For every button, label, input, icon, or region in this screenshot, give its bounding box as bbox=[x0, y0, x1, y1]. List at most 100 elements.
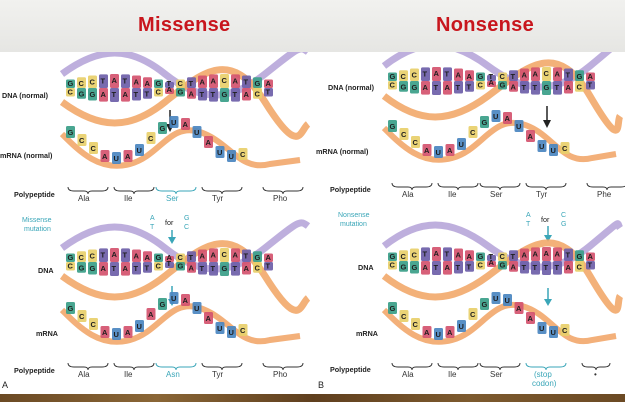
base-pair-1-bottom-letter: G bbox=[401, 263, 407, 272]
base-pair-4-top-letter: A bbox=[112, 76, 118, 85]
codon-brace bbox=[391, 362, 433, 371]
mrna-base-7-block bbox=[468, 308, 478, 320]
base-pair-12-bottom-block bbox=[520, 81, 529, 94]
amino-acid-3: Tyr bbox=[212, 194, 223, 203]
title-bar: Missense Nonsense bbox=[0, 0, 625, 52]
mrna-base-13-letter: U bbox=[539, 142, 544, 151]
missense-title: Missense bbox=[138, 14, 231, 36]
amino-acid-0: Ala bbox=[78, 194, 90, 203]
mrna-base-5-block bbox=[445, 326, 455, 338]
arrow-down-icon-r bbox=[544, 235, 552, 242]
base-pair-0-bottom-letter: C bbox=[390, 260, 396, 269]
base-pair-17-top-block bbox=[575, 70, 584, 81]
base-pair-11-bottom-letter: A bbox=[189, 90, 195, 99]
base-pair-11-top-block bbox=[187, 251, 196, 262]
base-pair-13-bottom-block bbox=[209, 262, 218, 276]
codon-brace bbox=[437, 182, 479, 191]
base-pair-6-bottom-letter: T bbox=[134, 90, 139, 99]
base-pair-4-bottom-block bbox=[432, 261, 441, 275]
mrna-base-11-block bbox=[514, 120, 524, 132]
terminated-dot: • bbox=[594, 370, 597, 379]
base-pair-3-bottom-block bbox=[99, 88, 108, 102]
base-pair-13-bottom-block bbox=[209, 88, 218, 102]
base-pair-11-top-block bbox=[509, 70, 518, 81]
base-pair-17-bottom-letter: C bbox=[255, 90, 261, 99]
mrna-base-4-block bbox=[112, 152, 121, 164]
base-pair-6-top-block bbox=[132, 249, 141, 262]
mrna-base-6-block bbox=[457, 138, 466, 150]
change-from-bottom-r: T bbox=[526, 221, 531, 228]
base-pair-3-bottom-letter: A bbox=[101, 264, 107, 273]
base-pair-3-bottom-letter: A bbox=[101, 90, 107, 99]
base-pair-9-top-letter: T bbox=[489, 72, 494, 81]
polypeptide-label-2: Polypeptide bbox=[14, 366, 55, 375]
bottom-border bbox=[0, 394, 625, 402]
mrna-base-6-letter: U bbox=[459, 322, 464, 331]
base-pair-11-bottom-letter: A bbox=[511, 83, 517, 92]
base-pair-11-bottom-letter: A bbox=[511, 263, 517, 272]
base-pair-6-bottom-block bbox=[132, 88, 141, 101]
base-pair-17-top-letter: G bbox=[577, 72, 583, 81]
base-pair-12-top-block bbox=[520, 248, 529, 261]
mrna-base-2-block bbox=[89, 318, 98, 330]
panel-a-letter: A bbox=[2, 380, 8, 390]
base-pair-3-top-block bbox=[99, 74, 108, 88]
base-pair-4-bottom-block bbox=[110, 88, 119, 102]
mrna-base-9-letter: U bbox=[171, 294, 176, 303]
base-pair-14-bottom-letter: G bbox=[222, 264, 228, 273]
base-pair-4-bottom-letter: T bbox=[112, 90, 117, 99]
mrna-base-12-block bbox=[526, 312, 535, 324]
base-pair-4-top-block bbox=[110, 74, 119, 88]
base-pair-9-top-block bbox=[165, 256, 174, 262]
base-pair-12-bottom-letter: T bbox=[522, 83, 527, 92]
dna-normal-label-r: DNA (normal) bbox=[328, 83, 375, 92]
base-pair-15-top-letter: A bbox=[233, 250, 239, 259]
base-pair-2-top-letter: C bbox=[412, 71, 418, 80]
change-to-bottom: C bbox=[184, 224, 189, 231]
base-pair-3-bottom-block bbox=[99, 262, 108, 276]
base-pair-0-bottom-letter: C bbox=[390, 80, 396, 89]
mrna-base-3-block bbox=[422, 144, 432, 156]
mrna-base-0-block bbox=[66, 302, 75, 314]
base-pair-9-top-block bbox=[165, 82, 174, 88]
amino-acid-4: Pho bbox=[273, 194, 288, 203]
base-pair-18-bottom-letter: T bbox=[266, 261, 271, 270]
base-pair-15-bottom-letter: T bbox=[555, 83, 560, 92]
amino-acid-4: Pho bbox=[273, 370, 288, 379]
amino-acid-2: Ser bbox=[166, 194, 179, 203]
base-pair-7-top-block bbox=[143, 77, 152, 88]
codon-brace bbox=[479, 182, 521, 191]
base-pair-2-bottom-block bbox=[410, 261, 419, 274]
base-pair-16-top-block bbox=[564, 68, 573, 81]
mrna-base-4-block bbox=[434, 146, 443, 158]
base-pair-0-bottom-block bbox=[66, 88, 75, 97]
base-pair-16-bottom-letter: A bbox=[244, 90, 250, 99]
base-pair-5-bottom-block bbox=[443, 81, 452, 95]
base-pair-10-top-letter: C bbox=[178, 79, 184, 88]
codon-brace bbox=[201, 186, 243, 195]
codon-brace bbox=[479, 362, 521, 371]
base-pair-0-top-letter: G bbox=[68, 79, 74, 88]
base-pair-9-bottom-letter: A bbox=[489, 258, 495, 267]
base-pair-7-top-block bbox=[465, 250, 474, 261]
base-pair-1-bottom-block bbox=[399, 81, 408, 92]
mrna-normal-label-r: mRNA (normal) bbox=[316, 147, 369, 156]
mrna-base-10-block bbox=[503, 112, 512, 124]
mrna-base-15-block bbox=[238, 148, 248, 160]
base-pair-12-bottom-letter: T bbox=[522, 263, 527, 272]
base-pair-4-top-block bbox=[432, 247, 441, 261]
change-to-top: G bbox=[184, 215, 189, 222]
base-pair-15-bottom-block bbox=[231, 262, 240, 276]
mrna-base-2-block bbox=[411, 136, 420, 148]
mrna-base-10-letter: A bbox=[505, 114, 511, 123]
base-pair-14-bottom-letter: G bbox=[222, 90, 228, 99]
mrna-base-13-block bbox=[215, 146, 225, 158]
base-pair-16-bottom-block bbox=[564, 261, 573, 274]
mrna-base-6-block bbox=[135, 320, 144, 332]
mrna-base-11-letter: U bbox=[194, 304, 199, 313]
base-pair-10-bottom-block bbox=[498, 261, 507, 270]
mrna-base-14-block bbox=[227, 326, 236, 338]
base-pair-1-top-block bbox=[399, 70, 408, 81]
base-pair-17-top-block bbox=[575, 250, 584, 261]
